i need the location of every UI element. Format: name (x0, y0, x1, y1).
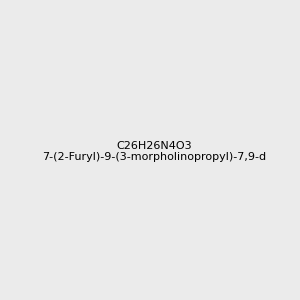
Text: C26H26N4O3
7-(2-Furyl)-9-(3-morpholinopropyl)-7,9-d: C26H26N4O3 7-(2-Furyl)-9-(3-morpholinopr… (42, 141, 266, 162)
